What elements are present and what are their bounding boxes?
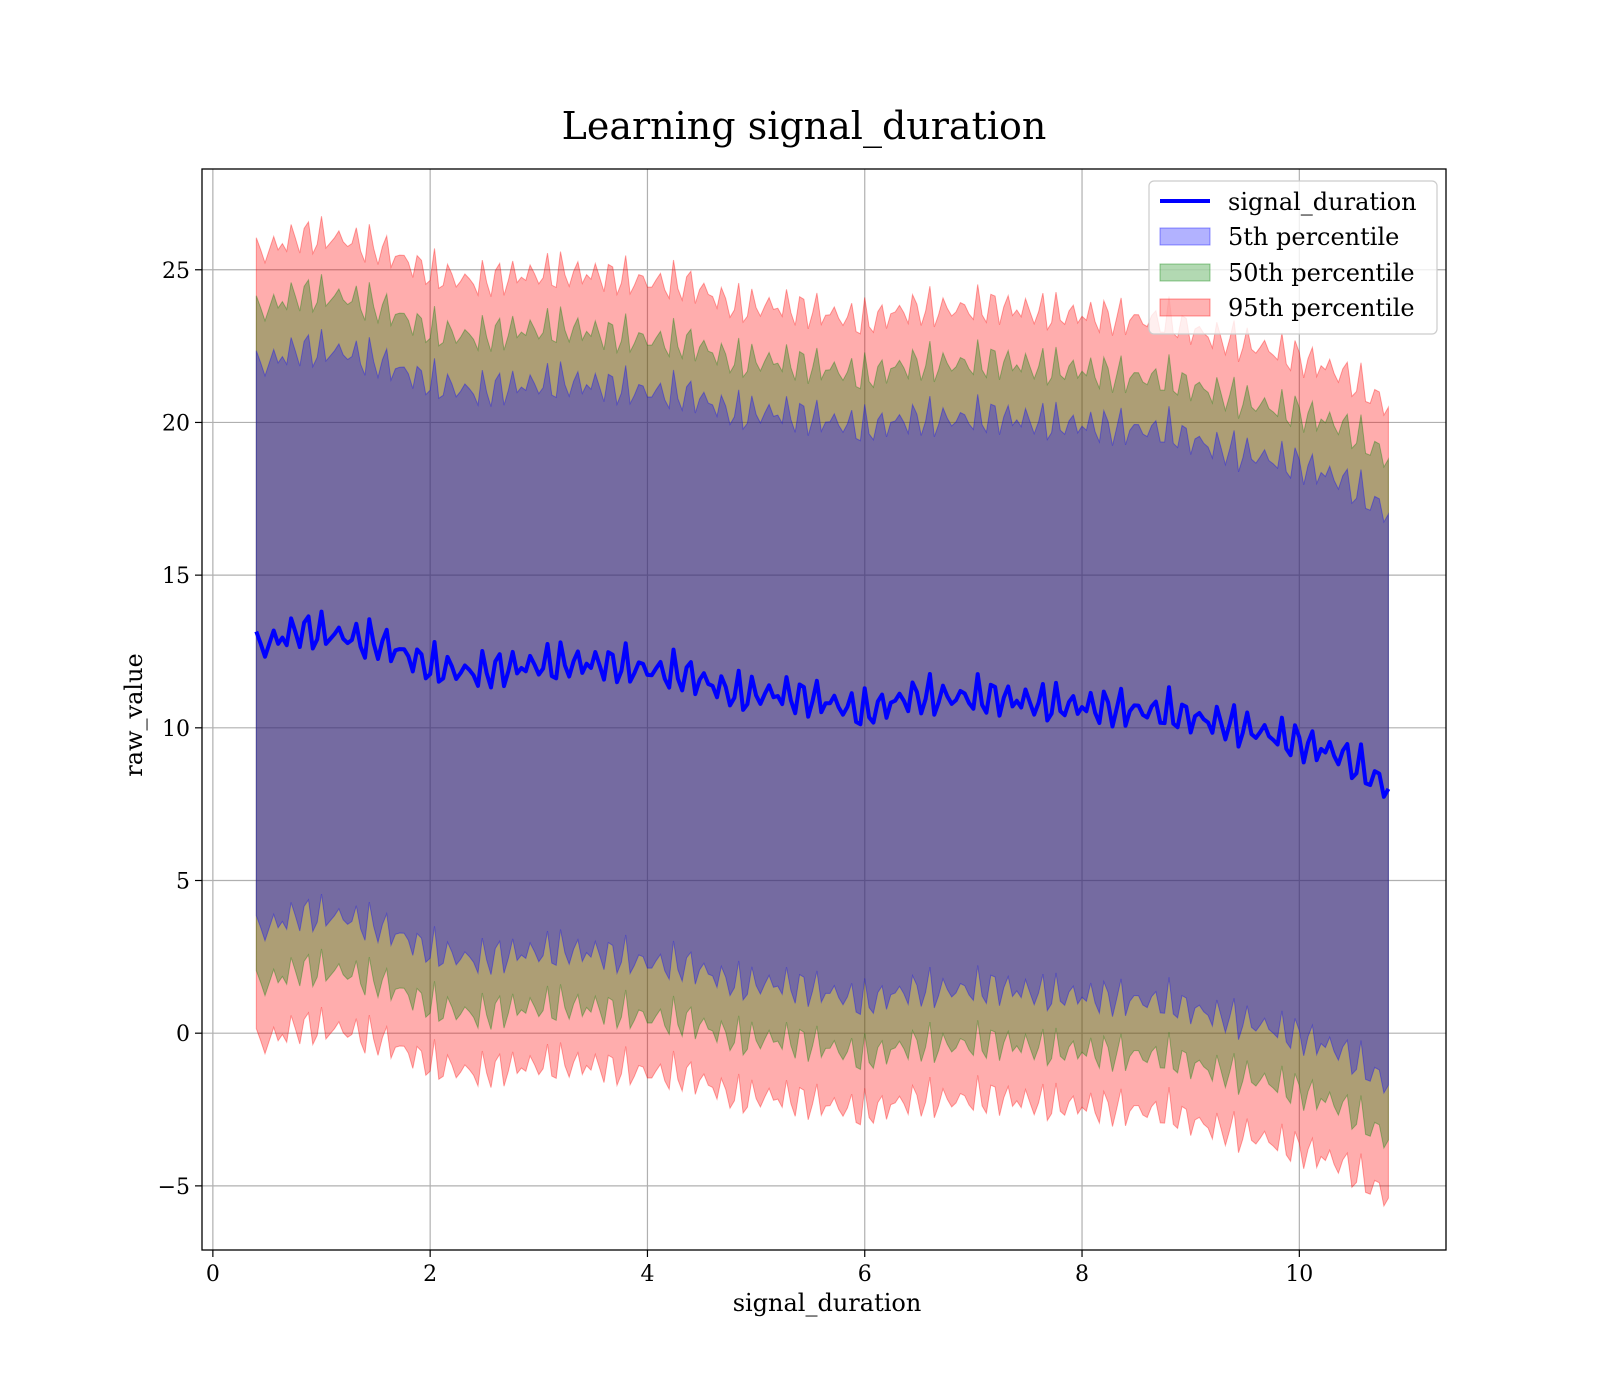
legend-box <box>1148 180 1438 335</box>
legend-swatch-50th-percentile <box>1159 263 1211 282</box>
x-tick-label: 0 <box>206 1262 220 1287</box>
legend-label-50th-percentile: 50th percentile <box>1228 259 1415 287</box>
axes-frame <box>201 168 1447 1251</box>
y-tick-label: 25 <box>162 259 190 284</box>
x-tick-label: 6 <box>858 1262 872 1287</box>
y-tick-label: 0 <box>176 1022 190 1047</box>
x-tick-label: 8 <box>1075 1262 1089 1287</box>
legend-label-5th-percentile: 5th percentile <box>1228 223 1399 251</box>
y-axis-ticks: −5 0 5 10 15 20 25 <box>158 259 202 1200</box>
legend-label-signal-duration: signal_duration <box>1228 188 1417 216</box>
chart-title: Learning signal_duration <box>562 104 1047 149</box>
legend-swatch-95th-percentile <box>1159 298 1211 317</box>
x-axis-ticks: 0 2 4 6 8 10 <box>206 1250 1313 1287</box>
y-tick-label: −5 <box>158 1175 190 1200</box>
x-axis-label: signal_duration <box>733 1289 922 1317</box>
y-tick-label: 15 <box>162 564 190 589</box>
plot-area: 0 2 4 6 8 10 −5 0 5 10 15 20 25 <box>158 168 1447 1287</box>
y-tick-label: 5 <box>176 870 190 895</box>
y-tick-label: 20 <box>162 411 190 436</box>
x-tick-label: 2 <box>423 1262 437 1287</box>
x-tick-label: 10 <box>1285 1262 1313 1287</box>
y-axis-label: raw_value <box>120 653 148 777</box>
series-line-signal-duration <box>254 609 1391 799</box>
legend-swatch-5th-percentile <box>1159 227 1211 246</box>
legend: signal_duration 5th percentile 50th perc… <box>1148 180 1438 335</box>
y-tick-label: 10 <box>162 717 190 742</box>
legend-label-95th-percentile: 95th percentile <box>1228 294 1415 322</box>
grid-lines <box>202 169 1446 1250</box>
x-tick-label: 4 <box>640 1262 654 1287</box>
